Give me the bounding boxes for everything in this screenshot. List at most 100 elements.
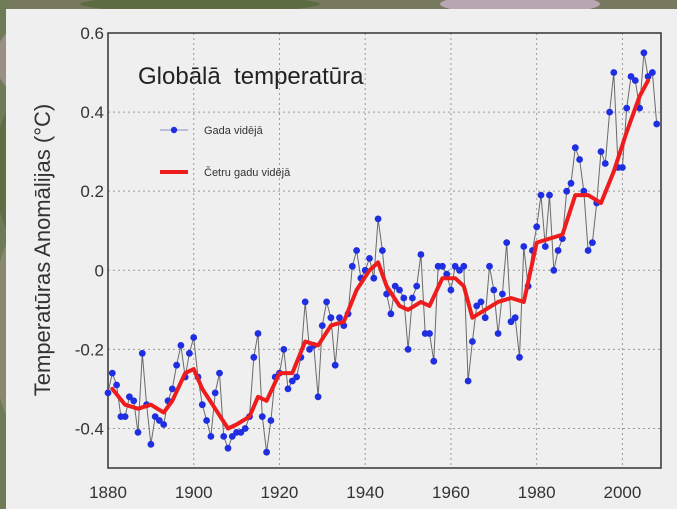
x-tick-label: 1940 [346,483,384,502]
annual-point [331,361,339,369]
annual-point [443,270,451,278]
annual-point [284,385,292,393]
annual-point [537,191,545,199]
x-tick-label: 1920 [261,483,299,502]
annual-point [173,361,181,369]
annual-point [610,69,618,76]
annual-point [456,266,463,274]
annual-point [541,243,549,250]
annual-point [400,294,408,302]
annual-point [554,247,562,254]
x-tick-label: 1960 [432,483,470,502]
annual-point [220,433,228,440]
annual-point [130,397,138,405]
annual-point [374,215,382,223]
annual-point [601,160,609,167]
annual-point [156,417,163,424]
annual-point [293,373,300,381]
y-tick-label: -0.4 [75,419,104,438]
annual-point [563,187,571,195]
legend-annual-marker [170,126,178,134]
annual-point [237,429,245,436]
annual-point [567,179,575,187]
annual-point [134,429,142,436]
annual-point [263,448,270,456]
annual-point [241,425,249,432]
annual-point [216,369,223,377]
annual-point [121,413,129,420]
annual-point [451,262,459,270]
annual-point [550,266,558,274]
annual-point [580,187,588,195]
annual-point [481,314,489,322]
annual-point [516,353,523,361]
annual-point [113,381,120,389]
annual-point [490,286,498,294]
annual-point [486,262,493,270]
annual-point [640,49,648,57]
annual-point [460,262,468,270]
annual-point [584,247,592,254]
y-tick-label: 0.4 [80,103,104,122]
annual-point [301,298,309,306]
annual-point [597,148,605,156]
annual-point [627,73,635,80]
annual-point [190,334,198,341]
annual-point [306,346,313,353]
annual-point [499,290,506,298]
annual-point [267,417,275,424]
annual-point [464,377,472,385]
x-tick-label: 1880 [89,483,127,502]
annual-point [447,286,455,294]
annual-point [160,421,168,428]
annual-point [533,223,541,231]
annual-point [649,69,656,76]
annual-point [147,440,155,448]
annual-point [503,239,511,247]
y-tick-label: 0.6 [80,24,104,43]
annual-point [314,393,322,401]
legend: Gada vidējā Četru gadu vidējā [160,125,291,179]
annual-point [254,330,262,337]
legend-smoothed-label: Četru gadu vidējā [204,166,291,179]
annual-point [198,401,206,409]
legend-annual-label: Gada vidējā [204,125,264,137]
annual-point [571,144,579,152]
annual-point [228,433,236,440]
annual-point [653,120,661,128]
annual-point [288,377,296,385]
annual-point [207,433,215,440]
annual-point [108,369,116,377]
annual-point [224,444,232,452]
annual-point [177,342,185,349]
annual-point [387,310,395,318]
annual-point [619,164,626,171]
y-axis-ticks: -0.4 -0.2 0 0.2 0.4 0.6 [75,24,104,438]
annual-point [469,338,476,345]
annual-point [138,349,146,357]
annual-point [430,357,438,365]
annual-point [396,286,403,294]
annual-point [327,314,335,322]
annual-point [366,255,373,262]
annual-point [336,314,343,322]
smoothed-line [110,78,651,431]
annual-point [413,282,421,290]
annual-point [494,330,502,337]
annual-point [409,294,416,302]
annual-point [417,251,425,258]
annual-point [168,385,176,393]
x-tick-label: 2000 [604,483,642,502]
annual-point [473,302,481,310]
annual-point [439,262,446,270]
annual-point [404,346,412,353]
annual-point [631,77,639,84]
annual-point [104,389,112,397]
plot-panel [6,9,677,509]
chart-title: Globālā temperatūra [138,63,364,90]
annual-point [623,104,631,112]
annual-point [203,417,211,424]
x-axis-ticks: 1880 1900 1920 1940 1960 1980 2000 [89,483,641,502]
annual-point [280,346,288,353]
